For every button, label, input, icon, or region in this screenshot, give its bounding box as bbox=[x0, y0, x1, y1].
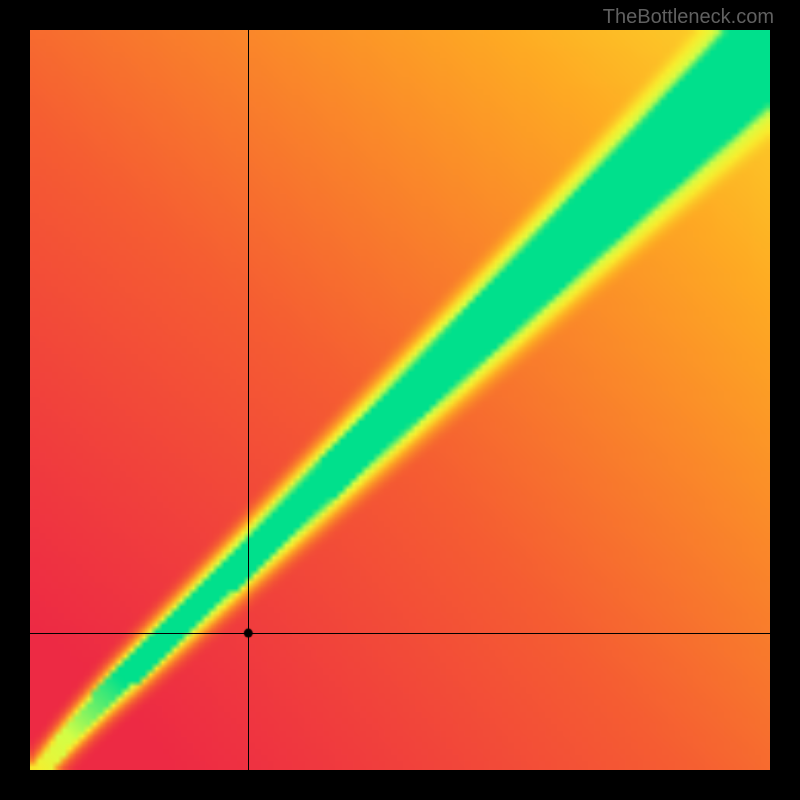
watermark-text: TheBottleneck.com bbox=[603, 6, 774, 29]
crosshair-horizontal bbox=[30, 633, 770, 634]
bottleneck-heatmap bbox=[30, 30, 770, 770]
crosshair-vertical bbox=[248, 30, 249, 770]
heatmap-canvas bbox=[30, 30, 770, 770]
